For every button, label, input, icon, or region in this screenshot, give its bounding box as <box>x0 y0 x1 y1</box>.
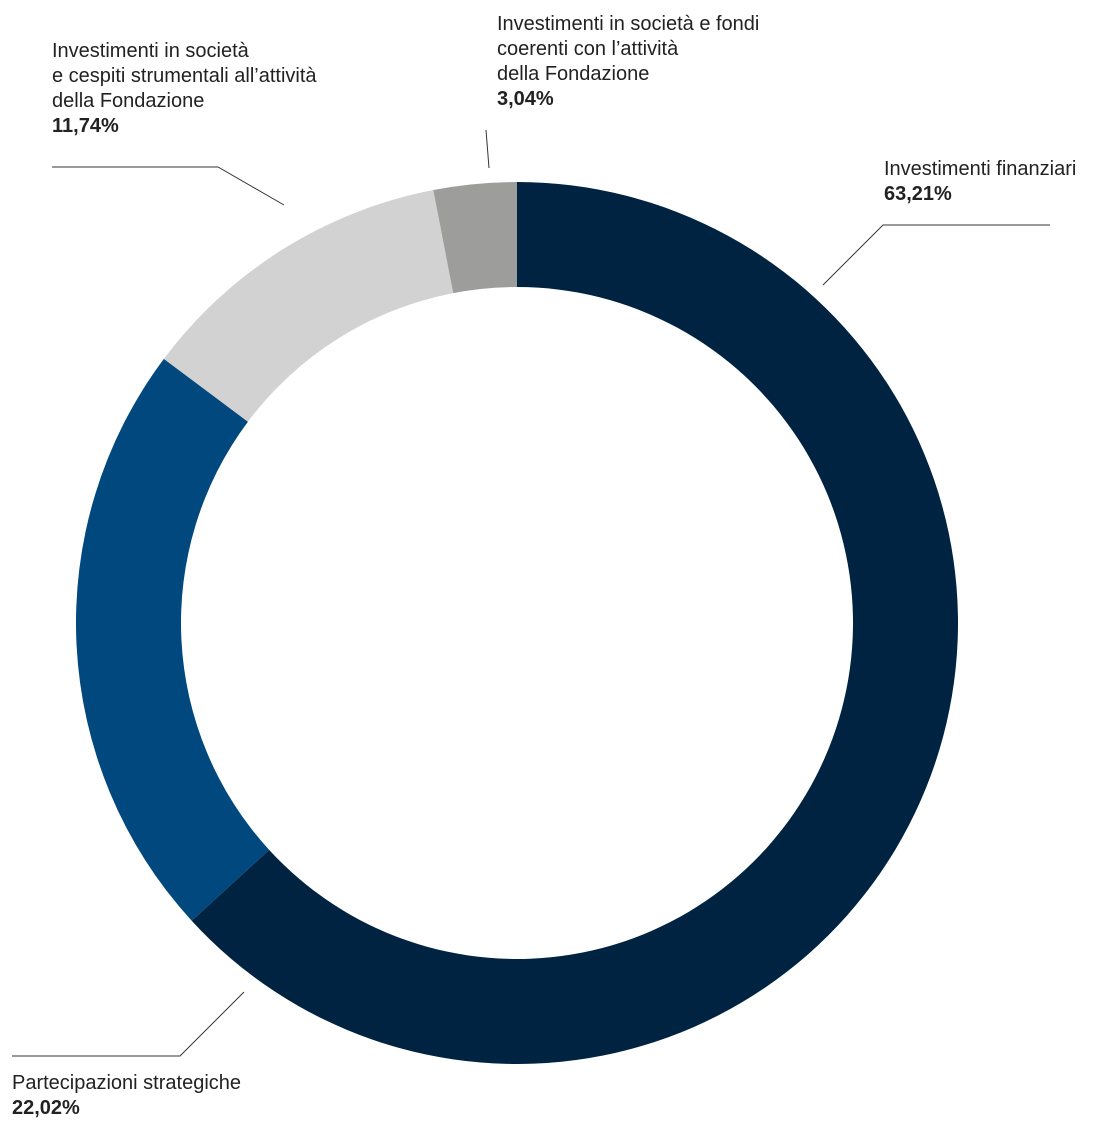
slice-investimenti-finanziari <box>191 182 958 1064</box>
label-text-line: della Fondazione <box>497 63 650 85</box>
label-text-line: Investimenti in società e fondi <box>497 13 760 35</box>
label-text-line: Partecipazioni strategiche <box>12 1072 242 1094</box>
label-societa-fondi-coerenti: Investimenti in società e fondi coerenti… <box>497 12 759 112</box>
label-percentage: 3,04% <box>497 88 554 110</box>
label-percentage: 11,74% <box>52 115 119 137</box>
label-text-line: e cespiti strumentali all’attività <box>52 65 317 87</box>
donut-slices <box>75 182 958 1064</box>
slice-partecipazioni-strategiche <box>75 358 270 921</box>
leader-line-investimenti-finanziari <box>822 224 1050 286</box>
label-investimenti-finanziari: Investimenti finanziari 63,21% <box>884 157 1076 207</box>
leader-lines <box>12 129 1050 1057</box>
leader-line-societa-fondi-coerenti <box>485 129 490 169</box>
label-text-line: Investimenti in società <box>52 40 249 62</box>
leader-line-cespiti-strumentali <box>52 166 285 206</box>
leader-line-partecipazioni-strategiche <box>12 991 245 1057</box>
label-text-line: della Fondazione <box>52 90 205 112</box>
label-partecipazioni-strategiche: Partecipazioni strategiche 22,02% <box>12 1071 241 1121</box>
label-text-line: coerenti con l’attività <box>497 38 679 60</box>
label-percentage: 22,02% <box>12 1097 80 1119</box>
label-cespiti-strumentali: Investimenti in società e cespiti strume… <box>52 39 317 139</box>
slice-investimenti-in-societ-e-cespiti-strumentali-all-attivit-della-fondazione <box>163 190 454 422</box>
slice-investimenti-in-societ-e-fondi-coerenti-con-l-attivit-della-fondazione <box>433 182 517 294</box>
label-text-line: Investimenti finanziari <box>884 158 1077 180</box>
label-percentage: 63,21% <box>884 183 952 205</box>
